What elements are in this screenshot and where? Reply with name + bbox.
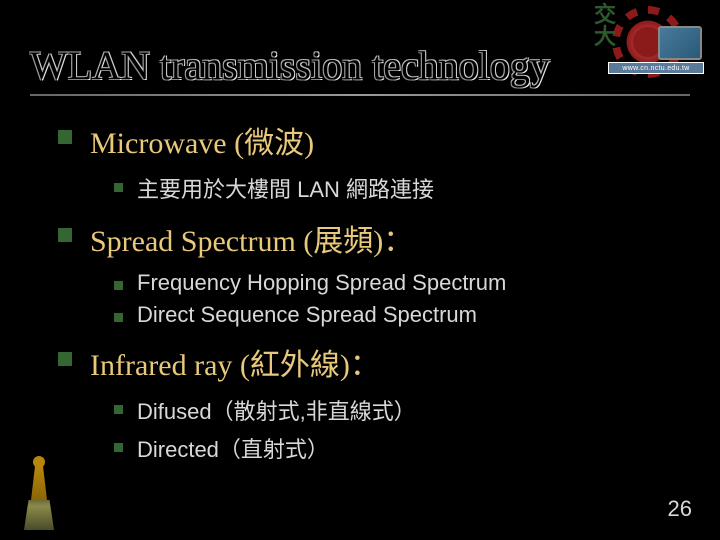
bullet-l1: Infrared ray (紅外線)： (58, 340, 680, 384)
statue-decoration-icon (22, 454, 56, 530)
bullet-l1-text: Spread Spectrum (展頻)： (90, 216, 413, 260)
bullet-l1-text: Microwave (微波) (90, 118, 314, 162)
slide-title: WLAN transmission technology (30, 42, 550, 89)
slide-content: Microwave (微波) 主要用於大樓間 LAN 網路連接 Spread S… (58, 118, 680, 476)
title-divider (30, 94, 690, 96)
logo-url-band: www.cn.nctu.edu.tw (608, 62, 704, 74)
bullet-l2: Direct Sequence Spread Spectrum (114, 302, 680, 328)
square-bullet-small-icon (114, 183, 123, 192)
bullet-l2-text: Directed（直射式） (137, 432, 329, 464)
square-bullet-small-icon (114, 443, 123, 452)
bullet-l2-group: 主要用於大樓間 LAN 網路連接 (114, 172, 680, 204)
logo: 交 大 www.cn.nctu.edu.tw (608, 8, 704, 80)
logo-cn-text: 交 大 (594, 4, 616, 48)
bullet-l1: Spread Spectrum (展頻)： (58, 216, 680, 260)
logo-screen-icon (658, 26, 702, 60)
square-bullet-small-icon (114, 281, 123, 290)
bullet-l2: 主要用於大樓間 LAN 網路連接 (114, 172, 680, 204)
bullet-l2-text: Frequency Hopping Spread Spectrum (137, 270, 506, 296)
bullet-l2-text: Difused（散射式,非直線式） (137, 394, 416, 426)
bullet-l2-group: Frequency Hopping Spread Spectrum Direct… (114, 270, 680, 328)
square-bullet-icon (58, 130, 72, 144)
bullet-l2: Directed（直射式） (114, 432, 680, 464)
bullet-l2: Difused（散射式,非直線式） (114, 394, 680, 426)
bullet-l1: Microwave (微波) (58, 118, 680, 162)
bullet-l2: Frequency Hopping Spread Spectrum (114, 270, 680, 296)
square-bullet-small-icon (114, 313, 123, 322)
square-bullet-small-icon (114, 405, 123, 414)
square-bullet-icon (58, 228, 72, 242)
bullet-l1-text: Infrared ray (紅外線)： (90, 340, 380, 384)
page-number: 26 (668, 496, 692, 522)
bullet-l2-text: Direct Sequence Spread Spectrum (137, 302, 477, 328)
slide: 交 大 www.cn.nctu.edu.tw WLAN transmission… (0, 0, 720, 540)
bullet-l2-text: 主要用於大樓間 LAN 網路連接 (137, 172, 434, 204)
bullet-l2-group: Difused（散射式,非直線式） Directed（直射式） (114, 394, 680, 464)
square-bullet-icon (58, 352, 72, 366)
